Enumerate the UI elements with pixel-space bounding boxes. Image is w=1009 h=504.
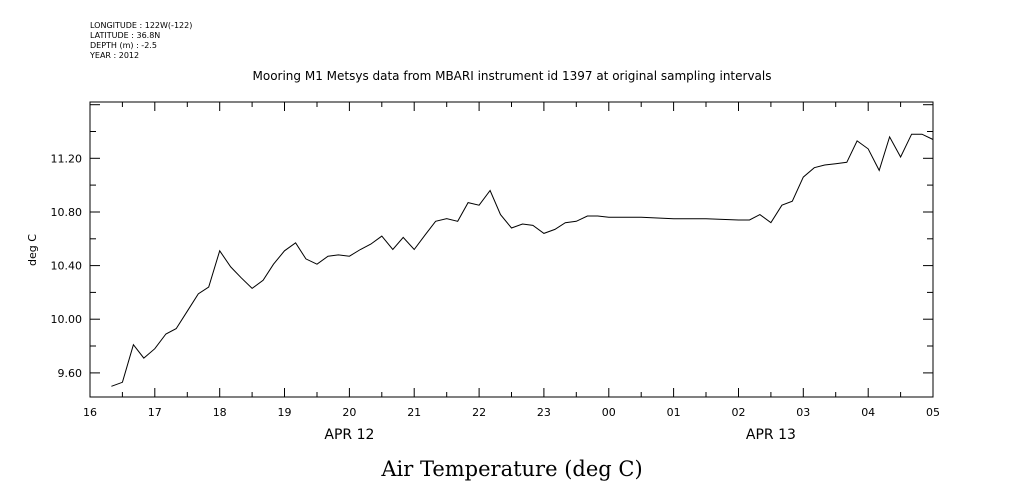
x-tick-label: 22 <box>472 406 486 419</box>
x-tick-label: 16 <box>83 406 97 419</box>
y-axis: 9.60 10.00 10.40 10.80 11.20 <box>51 104 933 380</box>
x-tick-label: 18 <box>213 406 227 419</box>
x-tick-label: 00 <box>602 406 616 419</box>
x-tick-label: 05 <box>926 406 940 419</box>
meta-latitude: LATITUDE : 36.8N <box>90 31 161 40</box>
y-axis-label: deg C <box>26 234 39 266</box>
y-tick-label: 10.00 <box>51 313 83 326</box>
x-axis-label: Air Temperature (deg C) <box>380 457 642 481</box>
x-tick-label: 23 <box>537 406 551 419</box>
date-label: APR 12 <box>324 427 374 443</box>
meta-depth: DEPTH (m) : -2.5 <box>90 41 157 50</box>
x-axis: 16 17 18 19 20 21 22 23 00 01 02 03 04 05 <box>83 102 940 419</box>
x-tick-label: 04 <box>861 406 875 419</box>
meta-longitude: LONGITUDE : 122W(-122) <box>90 21 193 30</box>
x-tick-label: 19 <box>278 406 292 419</box>
x-tick-label: 01 <box>667 406 681 419</box>
y-tick-label: 10.40 <box>51 260 83 273</box>
series-line <box>111 133 934 387</box>
x-tick-label: 21 <box>407 406 421 419</box>
y-tick-label: 9.60 <box>58 367 83 380</box>
y-tick-label: 10.80 <box>51 206 83 219</box>
x-tick-label: 20 <box>342 406 356 419</box>
x-tick-label: 02 <box>732 406 746 419</box>
x-tick-label: 17 <box>148 406 162 419</box>
metadata-block: LONGITUDE : 122W(-122) LATITUDE : 36.8N … <box>90 21 192 61</box>
y-tick-label: 11.20 <box>51 152 83 165</box>
plot-frame <box>89 101 934 398</box>
date-label: APR 13 <box>746 427 796 443</box>
date-labels: APR 12 APR 13 <box>324 427 796 443</box>
x-tick-label: 03 <box>796 406 810 419</box>
meta-year: YEAR : 2012 <box>90 51 140 60</box>
chart-title: Mooring M1 Metsys data from MBARI instru… <box>253 69 772 83</box>
